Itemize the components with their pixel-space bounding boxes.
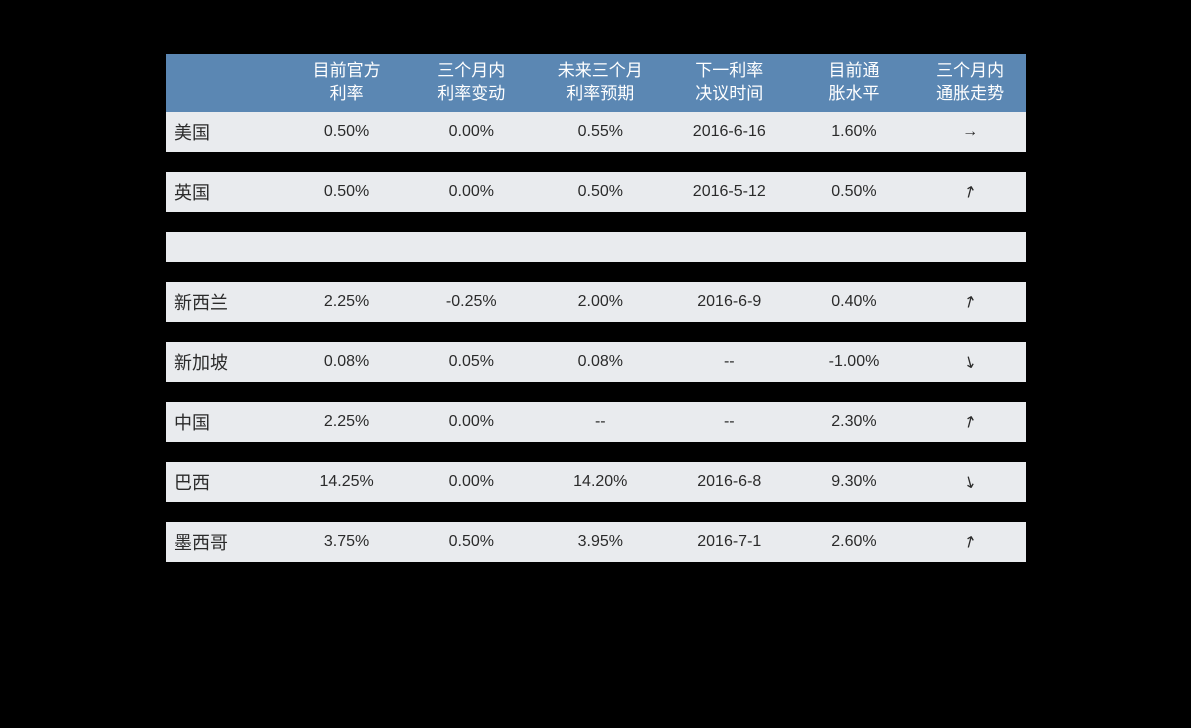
change3m-cell: 0.05% [407, 342, 536, 382]
country-cell: 英国 [166, 172, 286, 212]
rate-cell: 3.75% [286, 522, 406, 562]
trend-cell: ↗ [914, 402, 1026, 442]
rate-cell: 2.25% [286, 402, 406, 442]
change3m-cell: 0.00% [407, 402, 536, 442]
trend-up-icon: ↗ [959, 410, 981, 434]
gap-row [166, 262, 1026, 282]
inflation-cell: 1.60% [794, 112, 914, 152]
col-inflation-trend: 三个月内通胀走势 [914, 54, 1026, 112]
rates-table-container: 目前官方利率 三个月内利率变动 未来三个月利率预期 下一利率决议时间 目前通胀水… [166, 54, 1026, 562]
gap-cell [166, 152, 1026, 172]
change3m-cell: 0.00% [407, 462, 536, 502]
trend-up-icon: ↗ [959, 530, 981, 554]
gap-cell [166, 442, 1026, 462]
country-cell: 新西兰 [166, 282, 286, 322]
col-3m-forecast: 未来三个月利率预期 [536, 54, 665, 112]
forecast-cell: 0.55% [536, 112, 665, 152]
trend-up-icon: ↗ [959, 290, 981, 314]
col-inflation: 目前通胀水平 [794, 54, 914, 112]
change3m-cell: 0.50% [407, 522, 536, 562]
forecast-cell: 14.20% [536, 462, 665, 502]
trend-flat-icon: → [962, 123, 978, 141]
gap-cell [166, 212, 1026, 232]
trend-up-icon: ↗ [959, 180, 981, 204]
nextDecision-cell: -- [665, 402, 794, 442]
trend-down-icon: ↘ [959, 350, 981, 374]
nextDecision-cell: 2016-6-9 [665, 282, 794, 322]
trend-cell: ↗ [914, 172, 1026, 212]
col-next-decision: 下一利率决议时间 [665, 54, 794, 112]
forecast-cell: 0.50% [536, 172, 665, 212]
gap-row [166, 442, 1026, 462]
table-row: 新西兰2.25%-0.25%2.00%2016-6-90.40% ↗ [166, 282, 1026, 322]
table-header: 目前官方利率 三个月内利率变动 未来三个月利率预期 下一利率决议时间 目前通胀水… [166, 54, 1026, 112]
table-body: 美国0.50%0.00%0.55%2016-6-161.60%→英国0.50%0… [166, 112, 1026, 562]
rates-table: 目前官方利率 三个月内利率变动 未来三个月利率预期 下一利率决议时间 目前通胀水… [166, 54, 1026, 562]
gap-cell [166, 502, 1026, 522]
trend-cell: ↗ [914, 522, 1026, 562]
country-cell: 新加坡 [166, 342, 286, 382]
trend-cell: → [914, 112, 1026, 152]
gap-row [166, 502, 1026, 522]
change3m-cell: 0.00% [407, 172, 536, 212]
country-cell: 巴西 [166, 462, 286, 502]
empty-row [166, 232, 1026, 262]
table-row: 中国2.25%0.00%----2.30%↗ [166, 402, 1026, 442]
forecast-cell: 2.00% [536, 282, 665, 322]
trend-cell: ↘ [914, 342, 1026, 382]
trend-cell: ↘ [914, 462, 1026, 502]
country-cell: 中国 [166, 402, 286, 442]
col-3m-change: 三个月内利率变动 [407, 54, 536, 112]
rate-cell: 2.25% [286, 282, 406, 322]
inflation-cell: 2.60% [794, 522, 914, 562]
inflation-cell: 2.30% [794, 402, 914, 442]
gap-row [166, 322, 1026, 342]
gap-cell [166, 262, 1026, 282]
inflation-cell: 0.40% [794, 282, 914, 322]
rate-cell: 0.08% [286, 342, 406, 382]
gap-cell [166, 322, 1026, 342]
change3m-cell: 0.00% [407, 112, 536, 152]
forecast-cell: 3.95% [536, 522, 665, 562]
gap-cell [166, 382, 1026, 402]
forecast-cell: -- [536, 402, 665, 442]
inflation-cell: -1.00% [794, 342, 914, 382]
table-row: 英国0.50%0.00%0.50%2016-5-120.50%↗ [166, 172, 1026, 212]
table-row: 墨西哥3.75%0.50%3.95%2016-7-12.60% ↗ [166, 522, 1026, 562]
nextDecision-cell: -- [665, 342, 794, 382]
table-row: 新加坡0.08%0.05%0.08%---1.00%↘ [166, 342, 1026, 382]
rate-cell: 14.25% [286, 462, 406, 502]
trend-down-icon: ↘ [959, 470, 981, 494]
col-country [166, 54, 286, 112]
empty-cell [166, 232, 1026, 262]
gap-row [166, 382, 1026, 402]
gap-row [166, 152, 1026, 172]
rate-cell: 0.50% [286, 172, 406, 212]
inflation-cell: 9.30% [794, 462, 914, 502]
rate-cell: 0.50% [286, 112, 406, 152]
col-official-rate: 目前官方利率 [286, 54, 406, 112]
country-cell: 美国 [166, 112, 286, 152]
table-row: 巴西14.25%0.00%14.20%2016-6-89.30% ↘ [166, 462, 1026, 502]
nextDecision-cell: 2016-6-16 [665, 112, 794, 152]
nextDecision-cell: 2016-7-1 [665, 522, 794, 562]
trend-cell: ↗ [914, 282, 1026, 322]
country-cell: 墨西哥 [166, 522, 286, 562]
nextDecision-cell: 2016-5-12 [665, 172, 794, 212]
gap-row [166, 212, 1026, 232]
nextDecision-cell: 2016-6-8 [665, 462, 794, 502]
change3m-cell: -0.25% [407, 282, 536, 322]
forecast-cell: 0.08% [536, 342, 665, 382]
inflation-cell: 0.50% [794, 172, 914, 212]
table-row: 美国0.50%0.00%0.55%2016-6-161.60% → [166, 112, 1026, 152]
